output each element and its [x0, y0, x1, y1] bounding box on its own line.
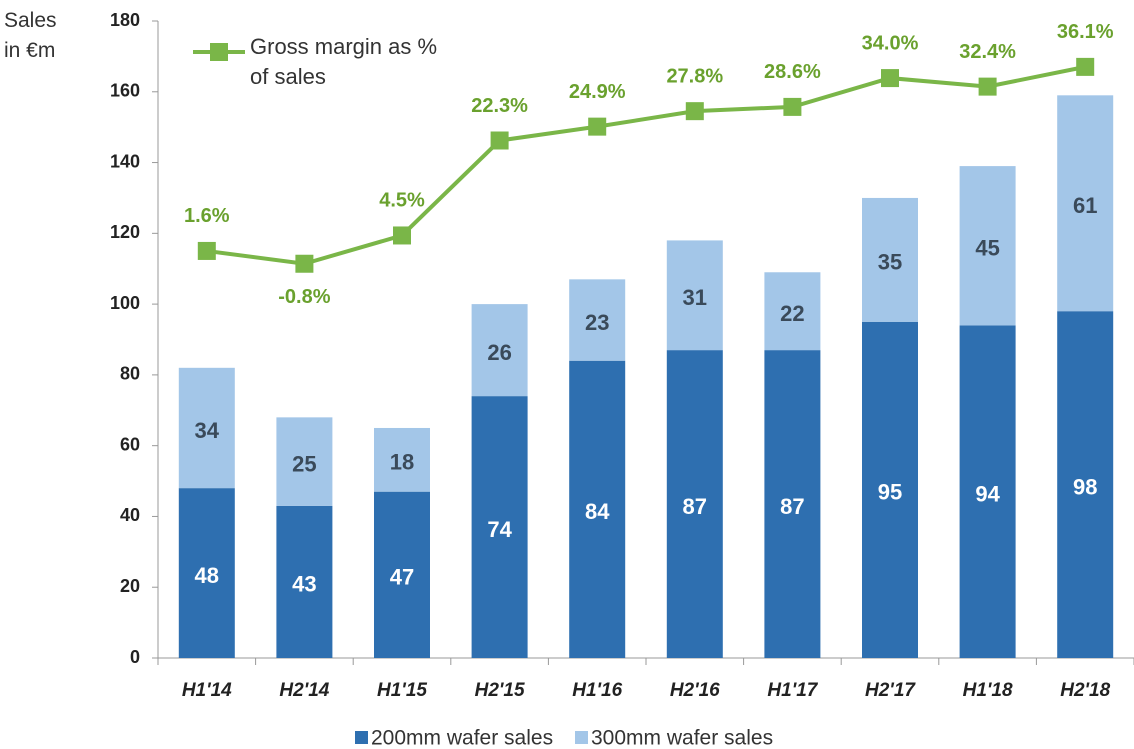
bar-label: 34	[195, 418, 220, 443]
y-tick-label: 140	[110, 151, 140, 171]
margin-label: 4.5%	[379, 190, 425, 212]
x-tick-label: H1'18	[963, 680, 1013, 701]
bar-segment	[569, 360, 626, 658]
y-tick-label: 100	[110, 293, 140, 313]
y-tick-label: 40	[120, 505, 140, 525]
bar-label: 95	[878, 480, 902, 505]
bar-segment	[1057, 95, 1114, 312]
bar-segment	[764, 350, 821, 658]
bar-label: 45	[975, 236, 999, 261]
bar-segment	[374, 491, 430, 658]
bar-segment	[862, 321, 918, 658]
margin-label: 34.0%	[862, 32, 919, 54]
bar-label: 61	[1073, 193, 1097, 218]
bar-label: 84	[585, 499, 610, 524]
bar-label: 23	[585, 310, 609, 335]
margin-marker	[881, 69, 899, 88]
bar-label: 35	[878, 250, 902, 275]
margin-marker	[1076, 57, 1095, 76]
bar-label: 26	[487, 340, 511, 365]
legend-swatch	[575, 731, 588, 744]
x-tick-label: H2'14	[279, 680, 329, 701]
x-tick-label: H2'16	[670, 680, 720, 701]
margin-label: 36.1%	[1057, 21, 1114, 43]
margin-label: 22.3%	[471, 95, 528, 117]
legend-label: Gross margin as % of sales	[250, 34, 438, 89]
margin-label: 1.6%	[184, 205, 230, 227]
bar-label: 94	[975, 481, 1000, 506]
bar-label: 98	[1073, 474, 1097, 499]
y-tick-label: 0	[130, 647, 140, 667]
bar-segment	[178, 367, 235, 489]
bar-segment	[178, 488, 235, 658]
bar-label: 74	[487, 517, 512, 542]
bar-segment	[862, 197, 918, 322]
legend-marker	[210, 43, 228, 61]
bar-label: 43	[292, 572, 316, 597]
bar-label: 87	[780, 494, 804, 519]
bar-label: 47	[390, 565, 414, 590]
bar-label: 48	[195, 563, 219, 588]
x-tick-label: H1'17	[767, 680, 818, 701]
bar-label: 18	[390, 450, 414, 475]
margin-marker	[393, 226, 411, 245]
bar-label: 87	[683, 494, 707, 519]
margin-label: 32.4%	[959, 41, 1016, 63]
margin-marker	[490, 131, 509, 150]
x-tick-label: H2'18	[1060, 680, 1110, 701]
legend-label: 300mm wafer sales	[591, 727, 773, 749]
bar-segment	[666, 350, 723, 658]
x-tick-label: H1'14	[182, 680, 232, 701]
margin-label: 27.8%	[666, 65, 723, 87]
y-tick-label: 120	[110, 222, 140, 242]
bar-segment	[374, 427, 430, 492]
bar-segment	[569, 279, 626, 361]
margin-label: 28.6%	[764, 61, 821, 83]
margin-label: -0.8%	[278, 286, 330, 308]
margin-marker	[783, 97, 802, 116]
margin-marker	[295, 254, 314, 273]
bar-segment	[764, 272, 821, 351]
bar-label: 31	[683, 285, 707, 310]
margin-marker	[978, 77, 997, 96]
margin-label: 24.9%	[569, 81, 626, 103]
legend-label: 200mm wafer sales	[371, 727, 553, 749]
x-tick-label: H1'16	[572, 680, 622, 701]
legend-swatch	[355, 731, 368, 744]
bar-segment	[276, 417, 333, 506]
y-tick-label: 160	[110, 81, 140, 101]
x-tick-label: H2'15	[475, 680, 525, 701]
bar-label: 22	[780, 301, 804, 326]
y-tick-label: 60	[120, 434, 140, 454]
bar-segment	[959, 166, 1016, 326]
bar-segment	[471, 304, 528, 397]
y-tick-label: 180	[110, 10, 140, 30]
bar-segment	[666, 240, 723, 351]
y-axis-label: Sales in €m	[4, 9, 57, 62]
y-tick-label: 20	[120, 576, 140, 596]
margin-marker	[588, 117, 607, 136]
x-tick-label: H2'17	[865, 680, 916, 701]
margin-line	[206, 64, 1086, 266]
bar-segment	[276, 505, 333, 658]
margin-marker	[197, 241, 216, 260]
x-tick-label: H1'15	[377, 680, 427, 701]
bar-segment	[471, 396, 528, 658]
margin-marker	[685, 102, 704, 121]
y-tick-label: 80	[120, 364, 140, 384]
bar-segment	[959, 325, 1016, 658]
bar-segment	[1057, 311, 1114, 658]
bar-label: 25	[292, 451, 316, 476]
